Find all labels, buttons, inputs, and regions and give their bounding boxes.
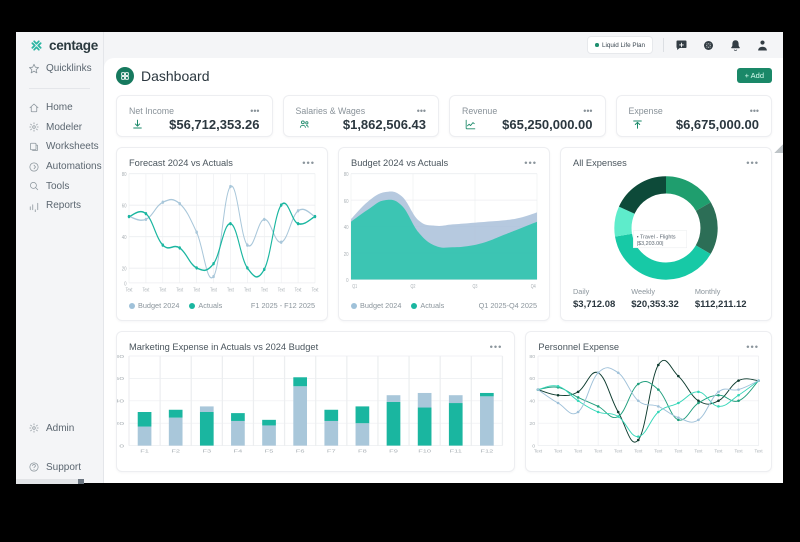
svg-text:F9: F9 [389,450,398,454]
svg-text:F10: F10 [418,450,432,454]
svg-text:Text: Text [176,287,183,293]
svg-text:Q1: Q1 [352,283,357,289]
svg-text:60: 60 [530,376,536,382]
svg-text:F12: F12 [480,450,494,454]
svg-text:40: 40 [344,225,349,232]
svg-text:0: 0 [346,277,349,284]
svg-text:F8: F8 [358,450,367,454]
svg-text:Text: Text [675,449,684,454]
svg-text:0: 0 [119,444,124,449]
svg-text:F7: F7 [327,450,336,454]
svg-text:60: 60 [122,203,127,210]
svg-text:Text: Text [312,287,319,293]
svg-text:Text: Text [615,449,624,454]
svg-text:40: 40 [530,399,536,405]
svg-text:80: 80 [344,172,349,179]
svg-text:F11: F11 [450,450,463,454]
svg-text:20: 20 [530,421,536,427]
svg-text:60: 60 [344,199,349,206]
svg-text:Q4: Q4 [531,283,536,289]
svg-text:F6: F6 [296,450,305,454]
svg-text:Text: Text [143,287,150,293]
svg-text:|$3,203.00|: |$3,203.00| [637,241,664,247]
svg-text:Text: Text [210,287,217,293]
svg-text:80: 80 [116,354,124,359]
svg-text:F3: F3 [202,450,211,454]
svg-text:Text: Text [595,449,604,454]
svg-text:Text: Text [554,449,563,454]
svg-text:F5: F5 [265,450,274,454]
svg-text:Text: Text [261,287,268,293]
svg-text:40: 40 [122,235,127,242]
svg-text:20: 20 [344,251,349,258]
svg-text:Text: Text [655,449,664,454]
svg-text:F4: F4 [234,450,243,454]
svg-text:F1: F1 [140,450,149,454]
svg-text:Text: Text [735,449,744,454]
svg-text:40: 40 [116,399,124,404]
svg-text:Text: Text [574,449,583,454]
svg-text:Text: Text [715,449,724,454]
svg-text:Q2: Q2 [411,283,416,289]
svg-text:Text: Text [295,287,302,293]
svg-text:Text: Text [635,449,644,454]
svg-text:20: 20 [122,266,127,273]
svg-text:Text: Text [126,287,133,293]
svg-text:80: 80 [530,354,536,360]
svg-text:60: 60 [116,377,124,382]
svg-text:• Travel - Flights: • Travel - Flights [637,234,676,240]
svg-text:Text: Text [534,449,543,454]
svg-text:Text: Text [159,287,166,293]
svg-text:F2: F2 [171,450,180,454]
svg-text:20: 20 [116,421,124,426]
svg-text:80: 80 [122,172,127,179]
svg-text:Text: Text [227,287,234,293]
svg-text:Text: Text [755,449,764,454]
svg-text:Q3: Q3 [473,283,478,289]
svg-text:Text: Text [278,287,285,293]
svg-text:Text: Text [193,287,200,293]
svg-text:Text: Text [695,449,704,454]
svg-text:Text: Text [244,287,251,293]
